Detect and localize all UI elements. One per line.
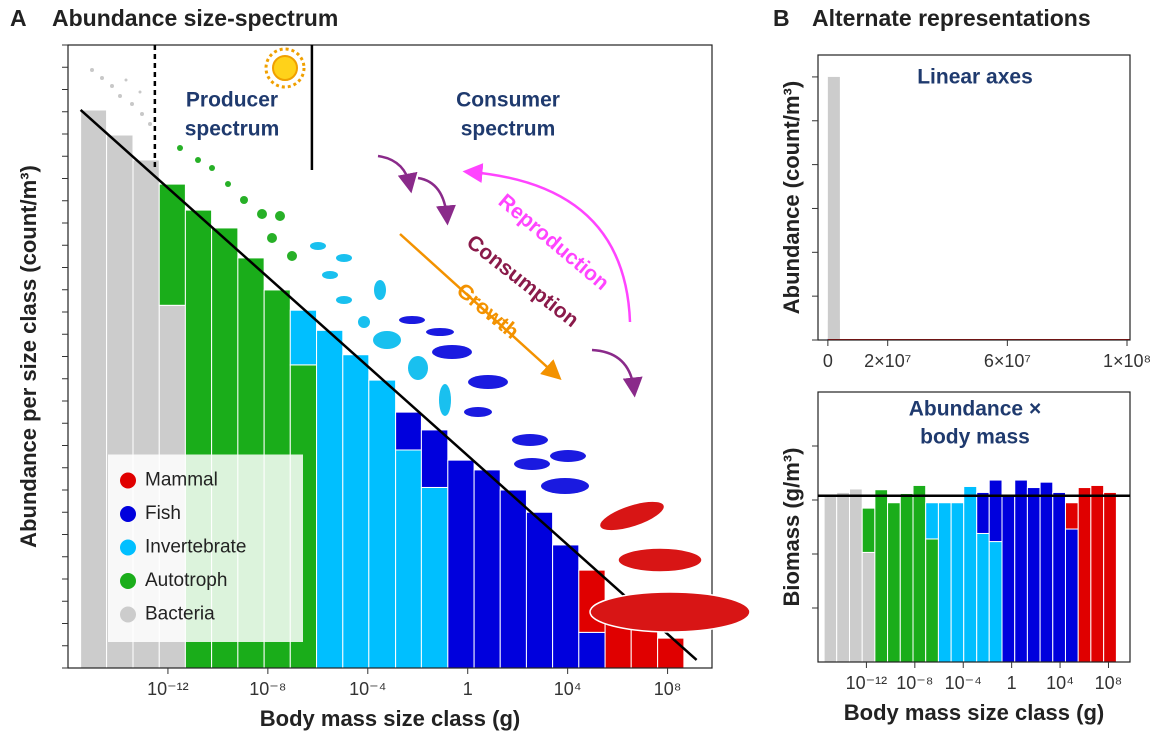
bar [1053,492,1066,662]
x-tick-label: 0 [823,351,833,371]
legend-label: Invertebrate [145,537,246,558]
x-tick-label: 1 [1007,673,1017,693]
figure: A Abundance size-spectrum B Alternate re… [0,0,1162,740]
bar [396,412,422,450]
bar [1002,495,1015,662]
bar [159,184,185,305]
panel-letter: A [10,5,27,31]
x-tick-label: 10⁻⁴ [945,673,982,693]
bar [900,493,913,662]
x-tick-label: 10⁸ [1095,673,1123,693]
bar [849,489,862,662]
bar [837,492,850,662]
bar [343,355,369,668]
x-tick-label: 1 [463,679,473,699]
plot-frame [818,55,1130,340]
bar [862,508,875,552]
y-axis-label: Abundance (count/m³) [779,81,804,314]
bar [1065,529,1078,662]
consumption-arrow [418,178,447,218]
annotation: body mass [920,426,1030,449]
bar [888,503,901,662]
x-tick-label: 10⁴ [554,679,582,699]
bar [977,533,989,662]
bar [875,490,888,662]
bar [862,552,875,662]
x-axis-label: Body mass size class (g) [260,706,520,731]
annotation: Abundance × [909,398,1041,421]
bar [824,495,837,662]
y-axis-label: Biomass (g/m³) [779,448,804,607]
x-tick-label: 2×10⁷ [864,351,911,371]
legend-label: Autotroph [145,570,227,591]
x-axis-label: Body mass size class (g) [844,700,1104,725]
bar [1065,503,1078,529]
bar [396,450,422,668]
bar [828,77,840,340]
x-tick-label: 10⁴ [1046,673,1074,693]
x-tick-label: 10⁻⁸ [249,679,286,699]
panel-title: Alternate representations [812,5,1091,31]
bar [964,486,977,662]
bar [579,632,605,668]
mammal-icons [590,495,750,632]
bar [1078,488,1091,662]
bar [81,110,107,668]
x-tick-label: 6×10⁷ [984,351,1031,371]
consumption-arrow [378,156,410,186]
bar [421,430,447,488]
bar [977,492,989,533]
bar [938,503,951,662]
bar [421,487,447,668]
bars [828,77,1162,340]
x-tick-label: 10⁻⁴ [349,679,386,699]
legend-label: Mammal [145,470,218,491]
x-tick-label: 1×10⁸ [1103,351,1151,371]
annotation: spectrum [185,118,280,141]
annotation: Linear axes [917,66,1033,89]
annotation: Producer [186,89,278,112]
x-tick-label: 10⁻¹² [147,679,189,699]
legend-label: Bacteria [145,604,215,625]
bar [989,480,1002,541]
consumption-arrow [592,350,634,390]
y-axis-label: Abundance per size class (count/m³) [16,165,41,548]
panel-title: Abundance size-spectrum [52,5,338,31]
x-tick-label: 10⁸ [654,679,682,699]
bar [474,470,500,668]
bar [989,542,1002,662]
bar [369,380,396,668]
bar [951,503,964,662]
legend-swatch [120,607,136,623]
bar [1027,488,1040,662]
bar [658,638,684,668]
legend-label: Fish [145,503,181,524]
bar [526,512,552,668]
bar [317,330,343,668]
annotation: spectrum [461,118,556,141]
bar [553,545,579,668]
legend-swatch [120,506,136,522]
bar [1015,480,1028,662]
bar [1104,492,1117,662]
annotation: Consumer [456,89,560,112]
x-tick-label: 10⁻⁸ [896,673,933,693]
bar [926,539,939,662]
legend-swatch [120,473,136,489]
bar [828,320,840,340]
sun-icon [273,56,297,80]
panel-letter: B [773,5,790,31]
legend-swatch [120,573,136,589]
plots: 10⁻¹² 10⁻⁸ 10⁻⁴ 1 10⁴ 10⁸ Body mass size class… [16,45,1162,731]
bar [926,503,939,539]
bar [913,485,926,662]
bar [1091,485,1104,662]
x-tick-label: 10⁻¹² [846,673,888,693]
bar [500,490,526,668]
annotation: Growth [452,279,523,344]
bar [448,460,474,668]
bar [1040,482,1053,662]
legend-swatch [120,540,136,556]
